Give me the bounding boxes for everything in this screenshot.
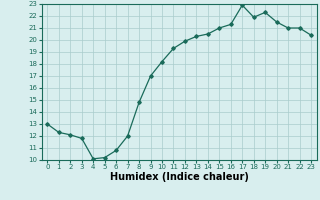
X-axis label: Humidex (Indice chaleur): Humidex (Indice chaleur) <box>110 172 249 182</box>
